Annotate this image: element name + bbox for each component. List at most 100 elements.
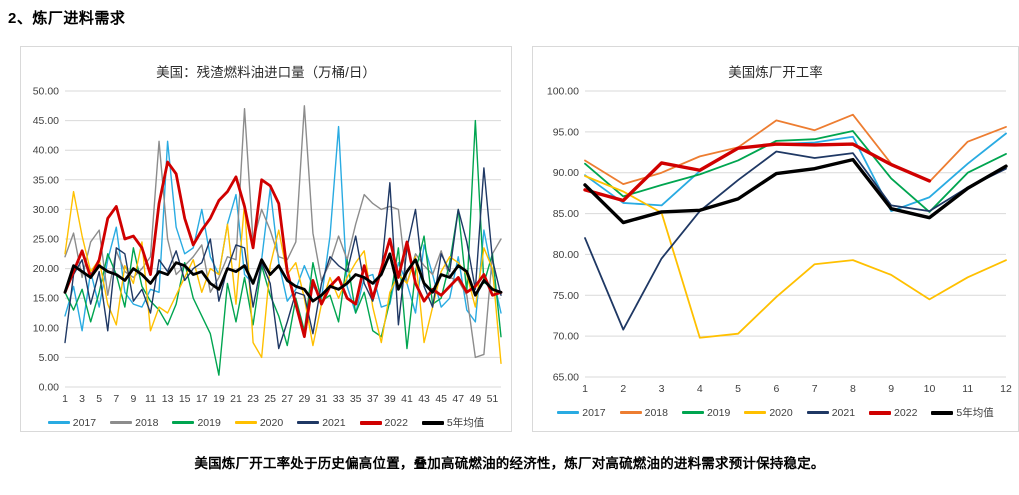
svg-text:100.00: 100.00 bbox=[547, 86, 579, 98]
page-title: 2、炼厂进料需求 bbox=[8, 10, 126, 27]
svg-text:90.00: 90.00 bbox=[553, 167, 579, 179]
chart-svg-imports: 0.00 5.00 10.00 15.00 20.00 25.00 30.00 35.00 40… bbox=[33, 86, 503, 405]
svg-text:5: 5 bbox=[735, 383, 741, 395]
svg-text:12: 12 bbox=[1000, 383, 1012, 395]
svg-text:19: 19 bbox=[213, 393, 225, 405]
svg-text:33: 33 bbox=[333, 393, 345, 405]
legend-label: 2019 bbox=[706, 406, 731, 419]
legend-item-5年均值[interactable]: 5年均值 bbox=[421, 415, 485, 430]
chart-panel-imports: 美国：残渣燃料油进口量（万桶/日） 0.00 5.00 10.00 15.00 20.0… bbox=[20, 46, 512, 432]
legend-item-2019[interactable]: 2019 bbox=[681, 406, 731, 419]
svg-text:8: 8 bbox=[850, 383, 856, 395]
legend-label: 2022 bbox=[894, 406, 918, 419]
svg-text:5: 5 bbox=[96, 393, 102, 405]
svg-text:35.00: 35.00 bbox=[33, 174, 59, 186]
svg-text:70.00: 70.00 bbox=[553, 331, 579, 343]
legend-swatch-icon bbox=[931, 410, 954, 415]
svg-text:11: 11 bbox=[962, 383, 973, 395]
svg-text:10: 10 bbox=[924, 383, 936, 395]
svg-text:20.00: 20.00 bbox=[33, 263, 59, 275]
legend-swatch-icon bbox=[110, 421, 133, 424]
legend-label: 5年均值 bbox=[956, 407, 994, 419]
svg-text:13: 13 bbox=[162, 393, 174, 405]
legend-item-2017[interactable]: 2017 bbox=[47, 416, 97, 429]
svg-text:25.00: 25.00 bbox=[33, 234, 59, 246]
legend-label: 2017 bbox=[72, 416, 97, 429]
svg-text:37: 37 bbox=[367, 393, 379, 405]
legend-swatch-icon bbox=[744, 411, 767, 414]
legend-label: 2021 bbox=[322, 416, 346, 429]
svg-text:45: 45 bbox=[435, 393, 447, 405]
svg-text:10.00: 10.00 bbox=[33, 322, 59, 334]
legend-swatch-icon bbox=[806, 411, 829, 414]
svg-text:39: 39 bbox=[384, 393, 396, 405]
svg-text:47: 47 bbox=[452, 393, 464, 405]
svg-text:7: 7 bbox=[113, 393, 119, 405]
svg-text:0.00: 0.00 bbox=[39, 382, 60, 394]
svg-text:9: 9 bbox=[130, 393, 136, 405]
svg-text:31: 31 bbox=[316, 393, 328, 405]
legend-label: 2020 bbox=[769, 406, 793, 419]
chart-legend-utilization: 2017 2018 2019 2020 2021 2022 5年均值 bbox=[533, 405, 1018, 420]
svg-text:2: 2 bbox=[620, 383, 626, 395]
legend-swatch-icon bbox=[681, 411, 704, 414]
legend-item-2021[interactable]: 2021 bbox=[806, 406, 856, 419]
svg-text:45.00: 45.00 bbox=[33, 115, 59, 127]
svg-text:1: 1 bbox=[582, 383, 588, 395]
chart-legend-imports: 2017 2018 2019 2020 2021 2022 5年均值 bbox=[21, 415, 511, 430]
legend-swatch-icon bbox=[47, 421, 70, 424]
svg-text:85.00: 85.00 bbox=[553, 208, 579, 220]
chart-title-utilization: 美国炼厂开工率 bbox=[728, 65, 823, 80]
legend-item-2018[interactable]: 2018 bbox=[619, 407, 668, 419]
legend-item-2017[interactable]: 2017 bbox=[557, 406, 606, 419]
legend-swatch-icon bbox=[359, 420, 382, 425]
svg-text:49: 49 bbox=[470, 393, 482, 405]
legend-item-2022[interactable]: 2022 bbox=[869, 407, 917, 419]
summary-caption: 美国炼厂开工率处于历史偏高位置，叠加高硫燃油的经济性，炼厂对高硫燃油的进料需求预… bbox=[194, 456, 825, 471]
legend-label: 2022 bbox=[384, 416, 408, 429]
legend-swatch-icon bbox=[557, 411, 580, 414]
legend-label: 2017 bbox=[582, 406, 606, 419]
svg-text:23: 23 bbox=[247, 393, 259, 405]
svg-text:50.00: 50.00 bbox=[33, 86, 59, 98]
svg-text:27: 27 bbox=[281, 393, 293, 405]
legend-item-2020[interactable]: 2020 bbox=[234, 416, 284, 429]
svg-text:11: 11 bbox=[145, 393, 156, 405]
svg-text:80.00: 80.00 bbox=[553, 249, 579, 261]
legend-item-2018[interactable]: 2018 bbox=[110, 417, 158, 429]
svg-text:5.00: 5.00 bbox=[39, 352, 60, 364]
legend-swatch-icon bbox=[421, 420, 444, 425]
legend-label: 5年均值 bbox=[446, 417, 485, 429]
chart-svg-utilization: 65.00 70.00 75.00 80.00 85.00 90.00 95.00 100.0… bbox=[547, 86, 1012, 396]
legend-swatch-icon bbox=[234, 421, 257, 424]
legend-label: 2021 bbox=[831, 406, 856, 419]
svg-text:30.00: 30.00 bbox=[33, 204, 59, 216]
legend-swatch-icon bbox=[172, 421, 195, 424]
plot-area-imports: 0.00 5.00 10.00 15.00 20.00 25.00 30.00 35.00 40… bbox=[21, 81, 511, 411]
svg-text:3: 3 bbox=[79, 393, 85, 405]
svg-text:3: 3 bbox=[659, 383, 665, 395]
svg-text:41: 41 bbox=[401, 393, 413, 405]
svg-text:4: 4 bbox=[697, 383, 703, 395]
legend-label: 2020 bbox=[259, 416, 284, 429]
legend-item-5年均值[interactable]: 5年均值 bbox=[931, 405, 994, 420]
legend-label: 2019 bbox=[197, 416, 221, 429]
svg-text:29: 29 bbox=[299, 393, 311, 405]
svg-text:65.00: 65.00 bbox=[553, 372, 579, 384]
svg-text:15.00: 15.00 bbox=[33, 293, 59, 305]
svg-text:35: 35 bbox=[350, 393, 362, 405]
legend-item-2021[interactable]: 2021 bbox=[297, 416, 346, 429]
svg-text:1: 1 bbox=[62, 393, 68, 405]
legend-swatch-icon bbox=[869, 410, 892, 415]
svg-text:7: 7 bbox=[812, 383, 818, 395]
legend-item-2022[interactable]: 2022 bbox=[359, 416, 408, 429]
legend-item-2019[interactable]: 2019 bbox=[172, 416, 221, 429]
legend-swatch-icon bbox=[297, 421, 320, 424]
svg-text:6: 6 bbox=[773, 383, 779, 395]
svg-text:25: 25 bbox=[264, 393, 276, 405]
svg-text:75.00: 75.00 bbox=[553, 290, 579, 302]
svg-text:21: 21 bbox=[230, 393, 242, 405]
legend-swatch-icon bbox=[619, 411, 642, 414]
legend-item-2020[interactable]: 2020 bbox=[744, 406, 793, 419]
svg-text:17: 17 bbox=[196, 393, 208, 405]
